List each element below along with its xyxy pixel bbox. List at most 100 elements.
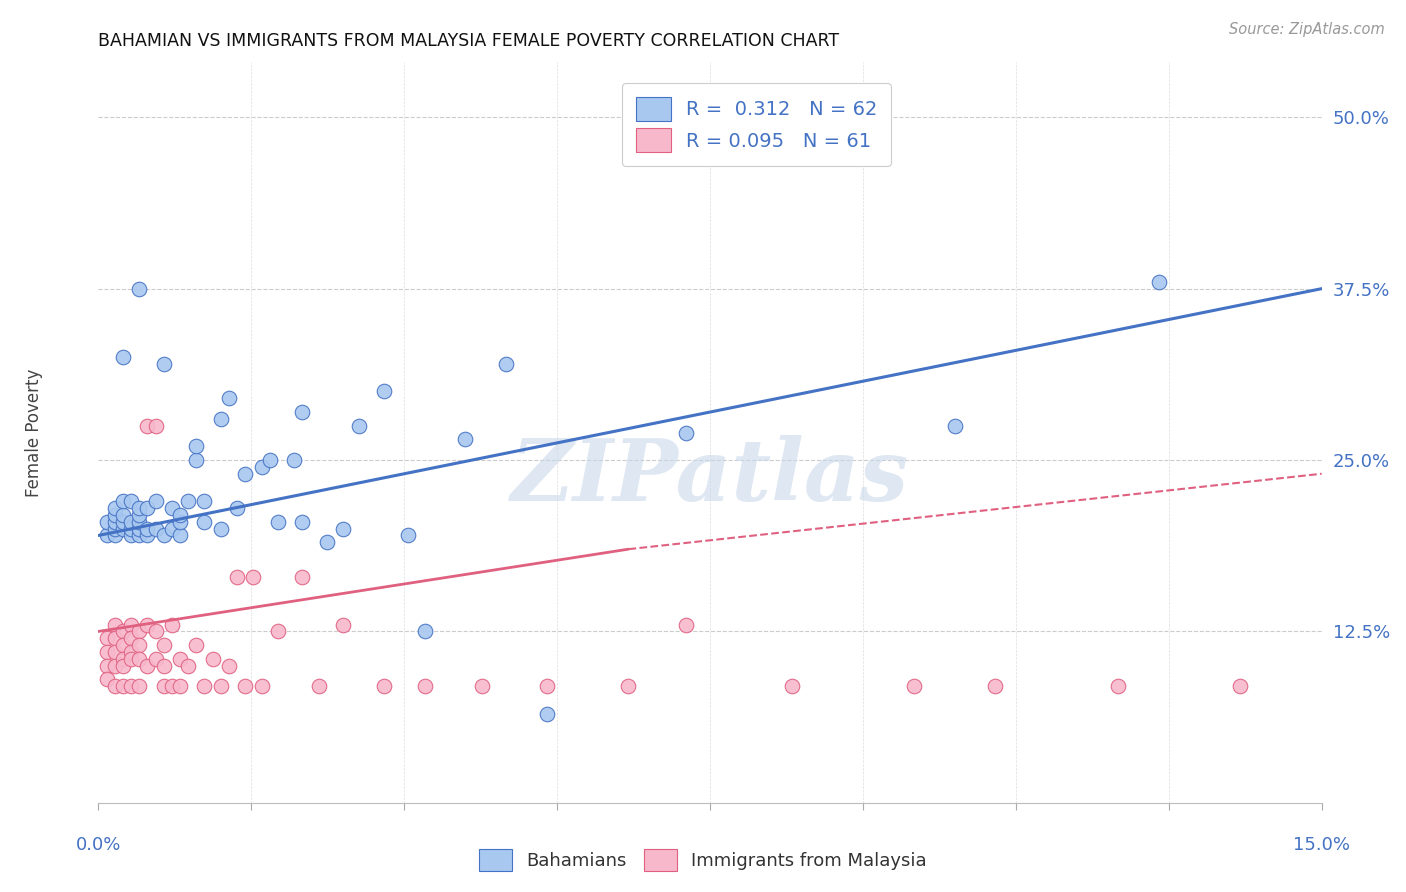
Point — [169, 652, 191, 666]
Point — [332, 522, 354, 536]
Text: ZIPatlas: ZIPatlas — [510, 435, 910, 519]
Point — [111, 515, 134, 529]
Point — [120, 652, 142, 666]
Point — [454, 433, 477, 447]
Point — [943, 418, 966, 433]
Point — [233, 467, 256, 481]
Point — [186, 453, 208, 467]
Point — [152, 658, 174, 673]
Point — [111, 350, 134, 364]
Point — [136, 528, 159, 542]
Point — [984, 679, 1007, 693]
Point — [1147, 275, 1170, 289]
Point — [120, 522, 142, 536]
Point — [96, 528, 118, 542]
Point — [120, 528, 142, 542]
Point — [104, 508, 127, 522]
Point — [373, 384, 395, 399]
Point — [160, 501, 183, 516]
Point — [283, 453, 305, 467]
Point — [250, 679, 273, 693]
Point — [209, 679, 232, 693]
Point — [177, 494, 200, 508]
Point — [111, 624, 134, 639]
Point — [128, 679, 150, 693]
Point — [120, 515, 142, 529]
Point — [471, 679, 494, 693]
Point — [169, 508, 191, 522]
Point — [152, 679, 174, 693]
Text: BAHAMIAN VS IMMIGRANTS FROM MALAYSIA FEMALE POVERTY CORRELATION CHART: BAHAMIAN VS IMMIGRANTS FROM MALAYSIA FEM… — [98, 32, 839, 50]
Point — [495, 357, 517, 371]
Point — [193, 679, 215, 693]
Point — [128, 508, 150, 522]
Point — [104, 645, 127, 659]
Point — [160, 679, 183, 693]
Point — [96, 658, 118, 673]
Point — [96, 645, 118, 659]
Point — [120, 645, 142, 659]
Point — [128, 528, 150, 542]
Point — [226, 569, 249, 583]
Point — [233, 679, 256, 693]
Point — [136, 501, 159, 516]
Point — [120, 679, 142, 693]
Point — [177, 658, 200, 673]
Point — [136, 617, 159, 632]
Point — [1107, 679, 1129, 693]
Point — [111, 494, 134, 508]
Point — [315, 535, 337, 549]
Point — [617, 679, 640, 693]
Point — [111, 522, 134, 536]
Point — [218, 392, 240, 406]
Point — [291, 569, 314, 583]
Point — [675, 617, 697, 632]
Point — [267, 624, 290, 639]
Point — [193, 515, 215, 529]
Point — [186, 439, 208, 453]
Point — [111, 638, 134, 652]
Point — [169, 528, 191, 542]
Point — [169, 515, 191, 529]
Point — [96, 632, 118, 646]
Point — [332, 617, 354, 632]
Point — [111, 679, 134, 693]
Point — [193, 494, 215, 508]
Point — [136, 522, 159, 536]
Point — [1229, 679, 1251, 693]
Point — [104, 522, 127, 536]
Point — [104, 658, 127, 673]
Point — [104, 617, 127, 632]
Point — [111, 508, 134, 522]
Point — [373, 679, 395, 693]
Point — [675, 425, 697, 440]
Legend: Bahamians, Immigrants from Malaysia: Bahamians, Immigrants from Malaysia — [472, 842, 934, 879]
Point — [226, 501, 249, 516]
Point — [111, 652, 134, 666]
Point — [145, 418, 167, 433]
Text: 15.0%: 15.0% — [1294, 836, 1350, 855]
Point — [250, 459, 273, 474]
Point — [169, 679, 191, 693]
Point — [104, 528, 127, 542]
Point — [160, 617, 183, 632]
Point — [128, 501, 150, 516]
Y-axis label: Female Poverty: Female Poverty — [25, 368, 42, 497]
Point — [145, 522, 167, 536]
Point — [242, 569, 264, 583]
Point — [209, 412, 232, 426]
Point — [96, 515, 118, 529]
Point — [396, 528, 419, 542]
Point — [291, 515, 314, 529]
Point — [218, 658, 240, 673]
Point — [104, 515, 127, 529]
Point — [96, 673, 118, 687]
Point — [536, 679, 558, 693]
Point — [128, 652, 150, 666]
Point — [111, 658, 134, 673]
Point — [128, 624, 150, 639]
Point — [152, 357, 174, 371]
Point — [145, 624, 167, 639]
Point — [160, 522, 183, 536]
Point — [128, 522, 150, 536]
